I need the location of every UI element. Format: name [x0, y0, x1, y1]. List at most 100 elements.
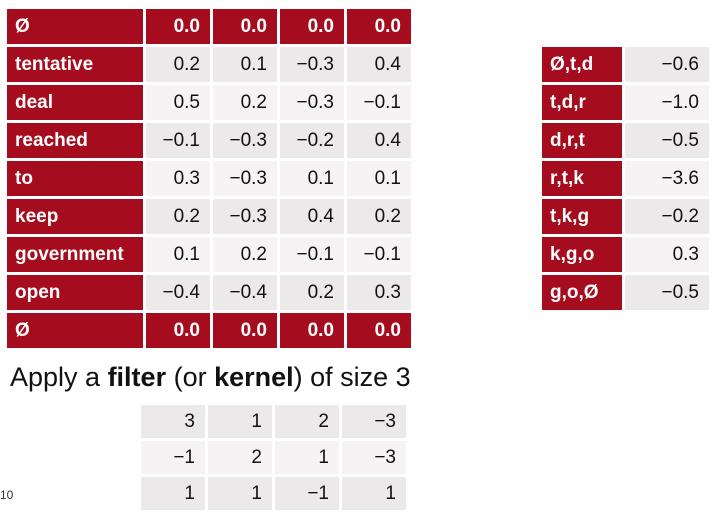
embedding-value: −0.1 [347, 237, 411, 272]
embedding-value: 0.2 [213, 85, 277, 120]
word-label: reached [7, 123, 143, 158]
embedding-value: 0.1 [213, 47, 277, 82]
word-label: tentative [7, 47, 143, 82]
output-value: −1.0 [625, 85, 709, 120]
embedding-value: 0.3 [146, 161, 210, 196]
word-label: keep [7, 199, 143, 234]
trigram-label: k,g,o [542, 237, 622, 272]
header-value: 0.0 [280, 9, 344, 44]
embedding-value: −0.3 [280, 47, 344, 82]
embedding-value: 0.2 [146, 47, 210, 82]
table-row: reached −0.1 −0.3 −0.2 0.4 [7, 123, 411, 158]
kernel-value: −1 [275, 477, 339, 510]
trigram-label: t,d,r [542, 85, 622, 120]
embedding-value: 0.4 [280, 199, 344, 234]
embedding-value: −0.2 [280, 123, 344, 158]
table-row: Ø,t,d −0.6 [542, 47, 709, 82]
word-label: open [7, 275, 143, 310]
output-value: −3.6 [625, 161, 709, 196]
table-row: tentative 0.2 0.1 −0.3 0.4 [7, 47, 411, 82]
embedding-value: −0.4 [146, 275, 210, 310]
table-row: 3 1 2 −3 [141, 405, 406, 438]
table-row: r,t,k −3.6 [542, 161, 709, 196]
output-value: −0.5 [625, 275, 709, 310]
table-row: deal 0.5 0.2 −0.3 −0.1 [7, 85, 411, 120]
caption-prefix: Apply a [10, 362, 108, 392]
embedding-value: 0.4 [347, 47, 411, 82]
output-value: −0.5 [625, 123, 709, 158]
table-row: t,d,r −1.0 [542, 85, 709, 120]
convolution-output-table: Ø,t,d −0.6 t,d,r −1.0 d,r,t −0.5 r,t,k −… [539, 44, 712, 313]
embedding-value: −0.3 [213, 123, 277, 158]
embedding-value: 0.1 [347, 161, 411, 196]
footer-row: Ø 0.0 0.0 0.0 0.0 [7, 313, 411, 348]
output-value: −0.6 [625, 47, 709, 82]
trigram-label: r,t,k [542, 161, 622, 196]
footer-value: 0.0 [146, 313, 210, 348]
kernel-value: −3 [342, 441, 406, 474]
trigram-label: g,o,Ø [542, 275, 622, 310]
embedding-value: −0.3 [280, 85, 344, 120]
table-row: to 0.3 −0.3 0.1 0.1 [7, 161, 411, 196]
footer-value: 0.0 [213, 313, 277, 348]
trigram-label: d,r,t [542, 123, 622, 158]
embedding-value: 0.2 [347, 199, 411, 234]
filter-kernel-table: 3 1 2 −3 −1 2 1 −3 1 1 −1 1 [138, 402, 409, 513]
table-row: d,r,t −0.5 [542, 123, 709, 158]
trigram-label: t,k,g [542, 199, 622, 234]
table-row: 1 1 −1 1 [141, 477, 406, 510]
table-row: −1 2 1 −3 [141, 441, 406, 474]
embedding-value: 0.4 [347, 123, 411, 158]
kernel-value: −1 [141, 441, 205, 474]
embedding-value: −0.3 [213, 161, 277, 196]
embedding-value: 0.1 [280, 161, 344, 196]
table-row: government 0.1 0.2 −0.1 −0.1 [7, 237, 411, 272]
kernel-value: 3 [141, 405, 205, 438]
embedding-value: 0.1 [146, 237, 210, 272]
word-label: deal [7, 85, 143, 120]
word-label: to [7, 161, 143, 196]
page-number: 10 [0, 488, 14, 502]
embedding-value: −0.1 [347, 85, 411, 120]
footer-value: 0.0 [280, 313, 344, 348]
pad-token-label: Ø [7, 9, 143, 44]
caption-middle: (or [166, 362, 215, 392]
caption-suffix: ) of size 3 [293, 362, 411, 392]
table-row: t,k,g −0.2 [542, 199, 709, 234]
table-row: g,o,Ø −0.5 [542, 275, 709, 310]
embedding-value: 0.2 [213, 237, 277, 272]
header-row: Ø 0.0 0.0 0.0 0.0 [7, 9, 411, 44]
word-label: government [7, 237, 143, 272]
pad-token-label: Ø [7, 313, 143, 348]
embedding-value: −0.1 [280, 237, 344, 272]
caption-kernel-term: kernel [214, 362, 294, 392]
kernel-value: 2 [275, 405, 339, 438]
output-value: −0.2 [625, 199, 709, 234]
footer-value: 0.0 [347, 313, 411, 348]
kernel-value: −3 [342, 405, 406, 438]
embedding-value: −0.4 [213, 275, 277, 310]
trigram-label: Ø,t,d [542, 47, 622, 82]
kernel-value: 1 [275, 441, 339, 474]
filter-caption: Apply a filter (or kernel) of size 3 [10, 362, 411, 393]
embedding-value: −0.3 [213, 199, 277, 234]
kernel-value: 2 [208, 441, 272, 474]
header-value: 0.0 [146, 9, 210, 44]
embedding-value: 0.2 [146, 199, 210, 234]
embedding-value: 0.3 [347, 275, 411, 310]
table-row: keep 0.2 −0.3 0.4 0.2 [7, 199, 411, 234]
embedding-value: −0.1 [146, 123, 210, 158]
word-embedding-table: Ø 0.0 0.0 0.0 0.0 tentative 0.2 0.1 −0.3… [4, 6, 414, 351]
kernel-value: 1 [208, 405, 272, 438]
kernel-value: 1 [208, 477, 272, 510]
caption-filter-term: filter [107, 362, 167, 392]
table-row: k,g,o 0.3 [542, 237, 709, 272]
header-value: 0.0 [347, 9, 411, 44]
kernel-value: 1 [141, 477, 205, 510]
output-value: 0.3 [625, 237, 709, 272]
kernel-value: 1 [342, 477, 406, 510]
header-value: 0.0 [213, 9, 277, 44]
table-row: open −0.4 −0.4 0.2 0.3 [7, 275, 411, 310]
embedding-value: 0.5 [146, 85, 210, 120]
embedding-value: 0.2 [280, 275, 344, 310]
